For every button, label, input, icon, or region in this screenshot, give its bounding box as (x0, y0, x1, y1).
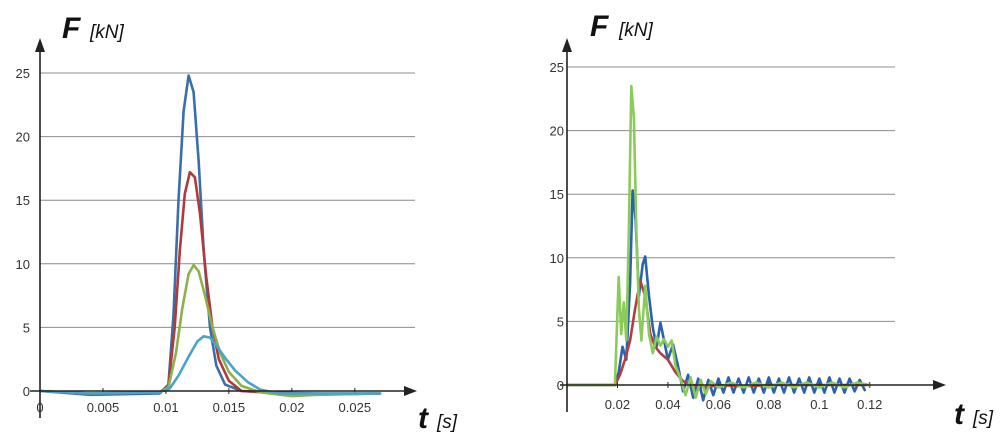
right-y-axis-arrow (562, 38, 572, 52)
left-y-tick-label: 0 (23, 384, 30, 399)
right-x-ticks: 0.02 0.04 0.06 0.08 0.1 0.12 (605, 382, 882, 412)
left-series-line-1 (38, 74, 382, 397)
left-y-tick-label: 25 (16, 66, 30, 81)
right-x-tick-label: 0.02 (605, 397, 630, 412)
right-series-line-3 (565, 84, 872, 399)
left-series-line-4 (38, 335, 382, 395)
right-x-tick-label: 0.12 (857, 397, 882, 412)
right-y-tick-label: 25 (550, 60, 564, 75)
right-grid (567, 66, 895, 322)
left-y-label: F (62, 12, 81, 45)
left-y-tick-label: 5 (23, 320, 30, 335)
right-series-line-2 (565, 279, 872, 389)
left-y-ticks: 0 5 10 15 20 25 (16, 66, 30, 399)
left-x-tick-label: 0.02 (279, 400, 304, 415)
left-y-tick-label: 15 (16, 193, 30, 208)
left-grid (40, 72, 415, 328)
left-x-axis-arrow (404, 386, 417, 396)
right-x-tick-label: 0.1 (810, 397, 828, 412)
right-x-tick-label: 0.04 (655, 397, 680, 412)
left-x-label: t (418, 402, 430, 434)
left-x-unit: [s] (436, 412, 458, 433)
left-x-tick-label: 0.005 (87, 400, 120, 415)
right-x-axis-arrow (933, 380, 946, 390)
right-y-tick-label: 10 (550, 251, 564, 266)
left-y-unit: [kN] (89, 22, 125, 43)
right-series-line-1 (565, 189, 866, 402)
left-y-tick-label: 10 (16, 257, 30, 272)
right-y-tick-label: 15 (550, 187, 564, 202)
left-chart: 0 5 10 15 20 25 0 0.005 0.01 0.015 0.02 0.025 F [k… (16, 12, 458, 434)
left-x-tick-label: 0.025 (339, 400, 372, 415)
right-series (565, 84, 872, 402)
right-x-unit: [s] (972, 408, 994, 429)
right-x-tick-label: 0.08 (756, 397, 781, 412)
right-y-unit: [kN] (618, 20, 654, 41)
left-x-ticks: 0 0.005 0.01 0.015 0.02 0.025 (36, 388, 371, 415)
left-x-tick-label: 0.01 (153, 400, 178, 415)
right-y-label: F (590, 10, 609, 43)
right-y-tick-label: 20 (550, 124, 564, 139)
right-x-tick-label: 0.06 (706, 397, 731, 412)
left-y-tick-label: 20 (16, 130, 30, 145)
left-y-axis-arrow (35, 38, 45, 52)
left-series (38, 74, 382, 398)
left-series-line-2 (38, 170, 382, 397)
left-x-tick-label: 0.015 (213, 400, 246, 415)
right-x-label: t (954, 398, 966, 431)
right-y-tick-label: 5 (557, 314, 564, 329)
left-series-line-3 (38, 263, 382, 398)
